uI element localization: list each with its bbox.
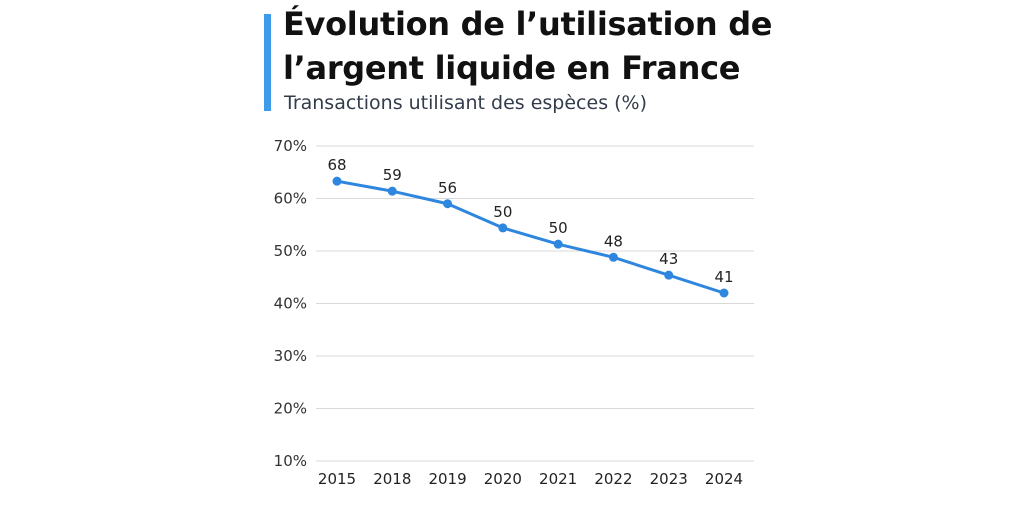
x-tick-label: 2023 xyxy=(650,470,688,488)
x-tick-label: 2022 xyxy=(594,470,632,488)
x-tick-label: 2018 xyxy=(373,470,411,488)
y-tick-label: 40% xyxy=(274,295,307,313)
y-tick-label: 60% xyxy=(274,190,307,208)
data-point xyxy=(664,270,674,280)
data-label: 50 xyxy=(493,203,512,221)
x-tick-label: 2020 xyxy=(484,470,522,488)
title-accent-bar xyxy=(264,14,271,111)
data-label: 50 xyxy=(549,219,568,237)
y-tick-label: 70% xyxy=(274,137,307,155)
data-point xyxy=(443,199,453,209)
x-axis-ticks: 2015 2018 2019 2020 2021 2022 2023 2024 xyxy=(318,470,743,488)
x-tick-label: 2019 xyxy=(428,470,466,488)
series-line xyxy=(335,179,726,295)
data-label: 56 xyxy=(438,179,457,197)
y-tick-label: 10% xyxy=(274,452,307,470)
chart-title: Évolution de l’utilisation de l’argent l… xyxy=(283,5,773,87)
data-label: 59 xyxy=(383,166,402,184)
y-tick-label: 20% xyxy=(274,400,307,418)
x-tick-label: 2021 xyxy=(539,470,577,488)
data-label: 48 xyxy=(604,232,623,250)
data-label: 68 xyxy=(327,156,346,174)
chart-subtitle: Transactions utilisant des espèces (%) xyxy=(284,92,648,114)
data-point xyxy=(332,176,342,186)
data-label: 41 xyxy=(714,268,733,286)
y-axis-ticks: 70% 60% 50% 40% 30% 20% 10% xyxy=(274,137,307,470)
data-point xyxy=(719,288,729,298)
x-tick-label: 2024 xyxy=(705,470,743,488)
y-tick-label: 30% xyxy=(274,347,307,365)
data-label: 43 xyxy=(659,250,678,268)
data-point xyxy=(387,186,397,196)
gridlines xyxy=(316,145,754,462)
chart-card xyxy=(255,0,815,512)
data-point xyxy=(553,239,563,249)
x-tick-label: 2015 xyxy=(318,470,356,488)
y-tick-label: 50% xyxy=(274,242,307,260)
series-group: 68 59 56 50 50 48 43 41 xyxy=(327,156,734,298)
data-point xyxy=(498,223,508,233)
data-point xyxy=(608,252,618,262)
